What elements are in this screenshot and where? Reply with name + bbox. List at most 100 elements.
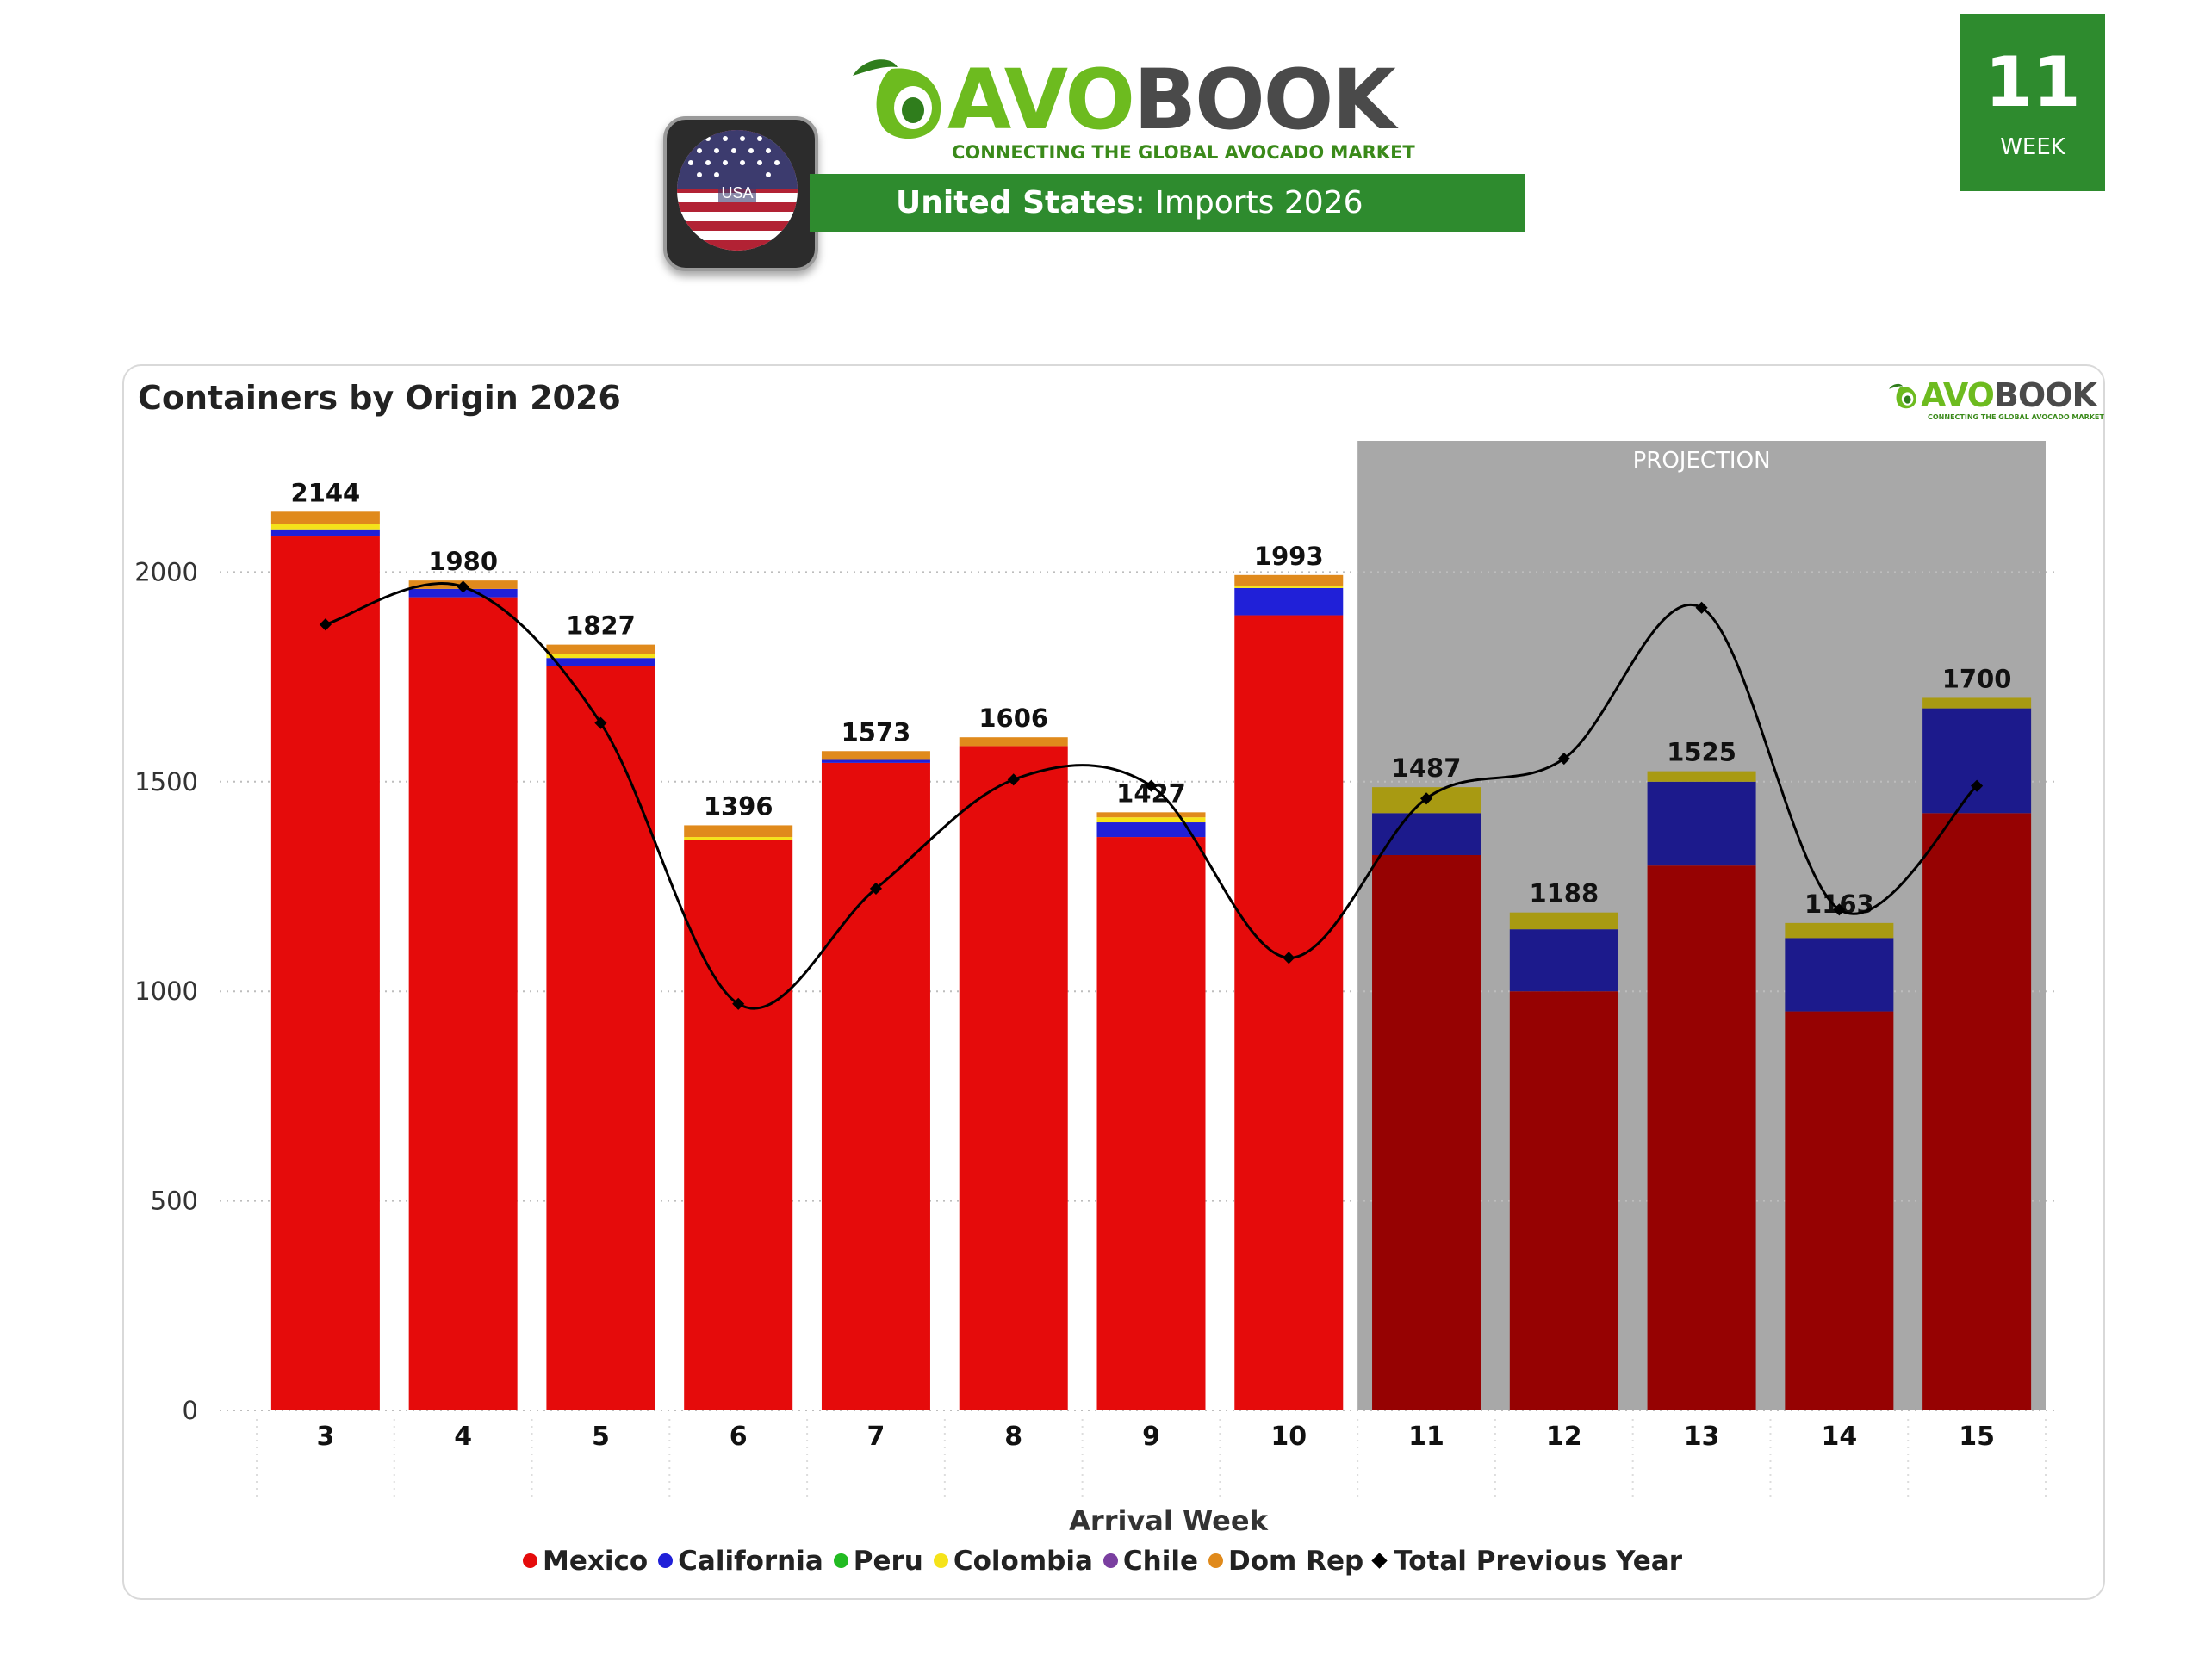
bar-segment-mexico [1234, 615, 1344, 1410]
y-tick-label: 500 [151, 1187, 198, 1216]
bar-segment-california [821, 759, 930, 763]
x-tick-label: 8 [1004, 1422, 1022, 1452]
x-tick-label: 13 [1684, 1422, 1720, 1452]
x-axis-title: Arrival Week [1069, 1504, 1268, 1537]
bar-segment-dom-rep [821, 751, 930, 760]
mini-brand-book: BOOK [1993, 376, 2097, 414]
bar-segment-california [1647, 781, 1756, 866]
previous-year-line [325, 581, 1978, 1010]
legend-marker [1371, 1553, 1388, 1569]
legend-label: Total Previous Year [1394, 1546, 1683, 1577]
y-tick-label: 1000 [134, 976, 198, 1006]
legend-marker [1102, 1553, 1118, 1568]
previous-year-point [1419, 792, 1433, 805]
brand-book: BOOK [1134, 52, 1396, 148]
bar-segment-colombia [270, 524, 380, 530]
bar-segment-colombia [1922, 697, 2032, 709]
brand-avo: AVO [947, 52, 1135, 148]
legend-item-peru: Peru [833, 1546, 923, 1577]
bar-segment-mexico [546, 666, 655, 1410]
legend-marker [833, 1553, 848, 1568]
bar-segment-california [546, 658, 655, 666]
mini-avobook-logo: AVOBOOK CONNECTING THE GLOBAL AVOCADO MA… [1886, 376, 2104, 422]
previous-year-point [594, 716, 607, 729]
flag-country-label: USA [721, 184, 753, 201]
x-tick-label: 7 [867, 1422, 885, 1452]
previous-year-point [1007, 773, 1020, 786]
brand-wordmark: AVOBOOK [947, 59, 1396, 141]
bar-segment-mexico [1647, 865, 1756, 1410]
week-indicator: 11 WEEK [1960, 14, 2105, 191]
brand-tagline: CONNECTING THE GLOBAL AVOCADO MARKET [952, 142, 1415, 163]
bar-segment-california [270, 529, 380, 537]
legend-label: Mexico [542, 1546, 649, 1577]
x-tick-label: 5 [592, 1422, 610, 1452]
bar-segment-california [1922, 708, 2032, 814]
chart-title: Containers by Origin 2026 [138, 379, 621, 417]
bar-total-label: 1188 [1529, 879, 1599, 908]
bar-segment-mexico [1372, 854, 1481, 1410]
usa-flag-icon: USA [677, 130, 798, 251]
bar-total-label: 1396 [704, 791, 773, 821]
mini-avocado-icon [1889, 383, 1916, 409]
bar-segment-colombia [1509, 912, 1618, 930]
usa-flag-badge: USA [663, 116, 818, 271]
x-tick-label: 12 [1546, 1422, 1582, 1452]
legend-marker [1208, 1553, 1223, 1568]
bar-segment-mexico [1922, 813, 2032, 1410]
bar-total-label: 2144 [291, 478, 361, 507]
bar-total-label: 1525 [1667, 738, 1736, 767]
previous-year-point [457, 580, 469, 593]
bar-segment-dom-rep [270, 511, 380, 524]
bar-segment-colombia [1096, 817, 1206, 823]
bar-total-label: 1573 [842, 717, 911, 747]
x-tick-label: 15 [1959, 1422, 1995, 1452]
bar-segment-dom-rep [684, 825, 793, 838]
previous-year-point [319, 618, 332, 631]
legend-label: Peru [853, 1546, 923, 1577]
page-title-banner: United States: Imports 2026 [810, 174, 1525, 232]
x-tick-label: 3 [316, 1422, 334, 1452]
bar-segment-mexico [408, 597, 518, 1410]
legend-label: Dom Rep [1228, 1546, 1364, 1577]
bar-segment-california [1509, 929, 1618, 992]
week-label: WEEK [2000, 134, 2065, 160]
bar-segment-california [1785, 938, 1894, 1012]
legend-label: Colombia [953, 1546, 1093, 1577]
legend-item-chile: Chile [1102, 1546, 1198, 1577]
x-tick-label: 6 [730, 1422, 748, 1452]
x-tick-label: 9 [1142, 1422, 1160, 1452]
bar-segment-mexico [1509, 991, 1618, 1410]
bar-segment-california [408, 588, 518, 598]
legend-item-california: California [658, 1546, 823, 1577]
previous-year-point [1283, 952, 1295, 964]
previous-year-point [1145, 779, 1158, 792]
title-rest: : Imports 2026 [1134, 185, 1363, 220]
bar-segment-dom-rep [959, 737, 1068, 747]
bar-segment-colombia [1647, 771, 1756, 782]
legend-label: Chile [1122, 1546, 1198, 1577]
previous-year-point [1557, 752, 1570, 766]
bar-segment-mexico [959, 746, 1068, 1410]
x-tick-label: 10 [1270, 1422, 1307, 1452]
bar-segment-dom-rep [1096, 812, 1206, 818]
bar-segment-california [1234, 587, 1344, 616]
bar-total-label: 1606 [978, 704, 1048, 733]
y-tick-label: 1500 [134, 767, 198, 797]
bar-segment-california [1372, 813, 1481, 855]
week-number: 11 [1984, 42, 2081, 122]
bar-segment-colombia [684, 837, 793, 840]
avocado-leaf-icon [853, 59, 941, 139]
mini-brand-tagline: CONNECTING THE GLOBAL AVOCADO MARKET [1928, 413, 2104, 421]
bar-segment-california [1096, 822, 1206, 838]
bar-segment-mexico [684, 840, 793, 1410]
legend-marker [933, 1553, 948, 1568]
legend-item-mexico: Mexico [522, 1546, 649, 1577]
avobook-logo: AVOBOOK CONNECTING THE GLOBAL AVOCADO MA… [844, 52, 1415, 164]
bar-total-label: 1993 [1254, 542, 1324, 571]
legend-item-colombia: Colombia [933, 1546, 1093, 1577]
bar-total-label: 1827 [566, 611, 636, 641]
bar-segment-mexico [1785, 1011, 1894, 1410]
legend-label: California [678, 1546, 823, 1577]
